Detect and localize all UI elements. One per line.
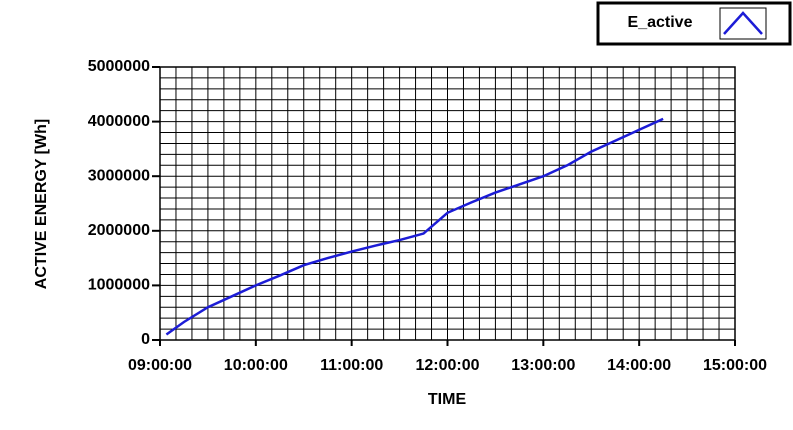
legend-label: E_active <box>628 14 693 31</box>
y-tick-label: 1000000 <box>88 277 150 294</box>
y-tick-label: 0 <box>141 331 150 348</box>
y-tick-label: 4000000 <box>88 113 150 130</box>
x-tick-label: 15:00:00 <box>703 357 767 374</box>
y-tick-label: 2000000 <box>88 222 150 239</box>
legend-swatch <box>723 11 763 35</box>
x-tick-label: 10:00:00 <box>224 357 288 374</box>
y-tick-label: 3000000 <box>88 167 150 184</box>
x-tick-label: 14:00:00 <box>607 357 671 374</box>
x-tick-label: 12:00:00 <box>415 357 479 374</box>
data-line <box>165 117 664 336</box>
x-tick-label: 09:00:00 <box>128 357 192 374</box>
x-axis-label: TIME <box>428 391 467 408</box>
x-tick-label: 11:00:00 <box>320 357 383 374</box>
plot-border <box>159 66 736 341</box>
y-tick-label: 5000000 <box>88 58 150 75</box>
x-tick-label: 13:00:00 <box>511 357 575 374</box>
y-axis-label: ACTIVE ENERGY [Wh] <box>33 119 50 289</box>
